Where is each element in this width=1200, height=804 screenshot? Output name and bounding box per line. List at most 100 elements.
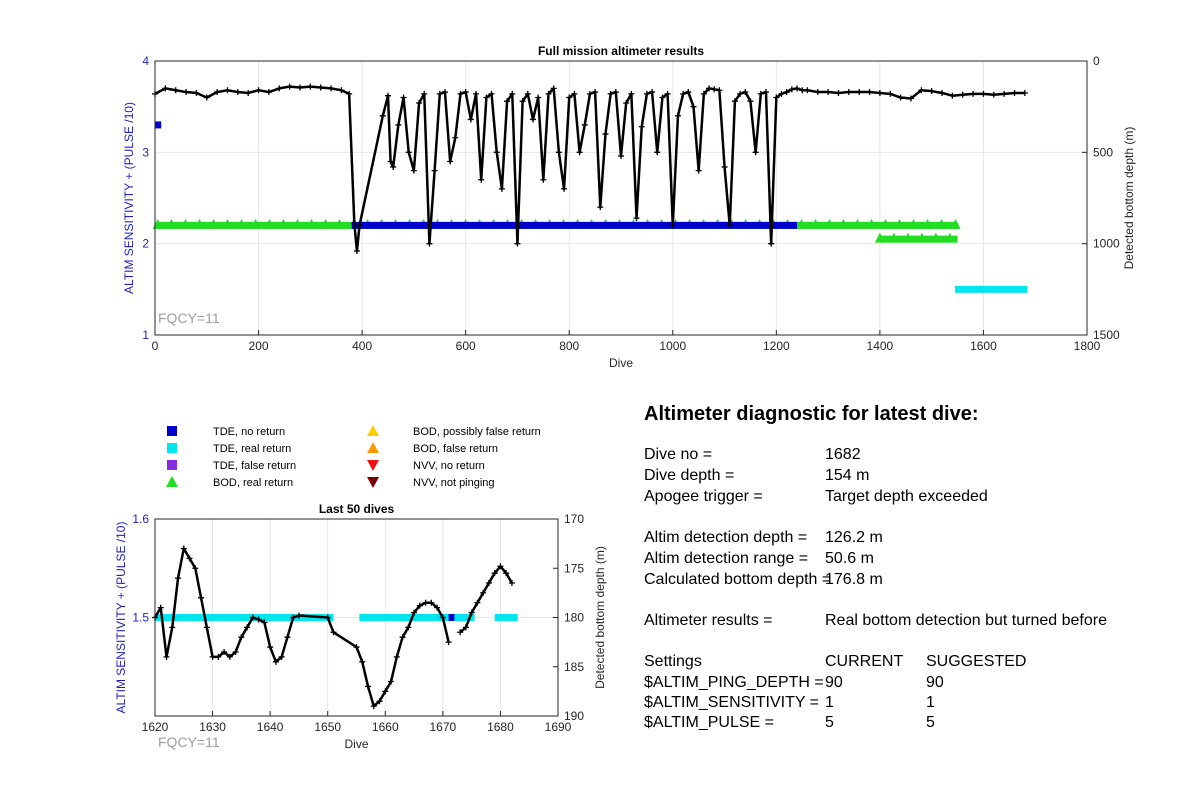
bot-depth-point — [485, 580, 492, 587]
bot-depth-point — [157, 604, 164, 611]
bot-depth-point — [261, 619, 268, 626]
top-depth-point — [555, 149, 562, 156]
top-x-tick-label: 200 — [249, 339, 269, 353]
top-x-tick-label: 0 — [152, 339, 159, 353]
top-depth-point — [545, 90, 552, 97]
top-depth-point — [351, 220, 358, 227]
top-depth-point — [473, 90, 480, 97]
top-settings-band-2 — [351, 221, 798, 229]
bot-y-right-tick-label: 170 — [564, 512, 584, 526]
top-bod-marker — [874, 232, 885, 243]
top-x-tick-label: 1800 — [1074, 339, 1101, 353]
top-depth-point — [939, 89, 946, 96]
setting-suggested: 90 — [926, 674, 944, 691]
top-depth-point — [447, 158, 454, 165]
bot-depth-point — [232, 648, 239, 655]
bot-depth-point — [422, 599, 429, 606]
legend-entry: TDE, false return — [167, 460, 296, 472]
top-depth-point — [346, 90, 353, 97]
setting-current: 1 — [825, 694, 834, 711]
top-depth-point — [338, 87, 345, 94]
top-y-right-axis-label: Detected bottom depth (m) — [1122, 127, 1136, 270]
legend-entry: BOD, possibly false return — [367, 425, 541, 438]
bot-x-tick-label: 1620 — [142, 720, 169, 734]
top-depth-point — [276, 85, 283, 92]
settings-header-suggested: SUGGESTED — [926, 653, 1027, 670]
setting-label: $ALTIM_PULSE = — [644, 714, 774, 731]
top-bod-marker — [894, 218, 905, 229]
bottom-chart: 1620 1630 1640 1650 1660 1670 1680 1690 1.6 1.5 17… — [114, 502, 607, 751]
top-depth-point — [193, 89, 200, 96]
bot-x-tick-label: 1630 — [199, 720, 226, 734]
bot-depth-point — [462, 624, 469, 631]
top-depth-point — [426, 240, 433, 247]
diagnostic-label: Dive depth = — [644, 467, 735, 484]
top-depth-point — [690, 103, 697, 110]
top-bod-marker — [796, 218, 807, 229]
top-depth-point — [654, 149, 661, 156]
top-bod-marker — [810, 218, 821, 229]
top-depth-point — [980, 90, 987, 97]
legend-marker — [367, 460, 379, 471]
bot-x-tick-label: 1640 — [257, 720, 284, 734]
top-depth-point — [586, 90, 593, 97]
bot-depth-point — [278, 653, 285, 660]
bottom-x-axis-label: Dive — [344, 737, 368, 751]
legend-label: BOD, false return — [413, 443, 498, 455]
setting-current: 90 — [825, 674, 843, 691]
legend-label: TDE, false return — [213, 460, 296, 472]
top-depth-point — [529, 116, 536, 123]
top-depth-point — [296, 84, 303, 91]
bot-x-tick-label: 1680 — [487, 720, 514, 734]
top-y-axis-label: ALTIM SENSITIVITY + (PULSE /10) — [122, 102, 136, 294]
bot-depth-point — [457, 629, 464, 636]
diagnostic-value: 154 m — [825, 467, 870, 484]
top-bod-marker — [264, 218, 275, 229]
top-depth-point — [866, 89, 873, 96]
bot-depth-point — [439, 614, 446, 621]
top-depth-point — [488, 90, 495, 97]
bot-depth-point — [416, 602, 423, 609]
top-depth-point — [1011, 89, 1018, 96]
top-depth-point — [328, 85, 335, 92]
top-depth-point — [731, 98, 738, 105]
top-bod-marker — [902, 232, 913, 243]
bottom-depth-series — [152, 545, 515, 710]
top-depth-point — [970, 90, 977, 97]
top-depth-point — [711, 86, 718, 93]
top-depth-point — [959, 91, 966, 98]
legend-marker — [167, 443, 177, 453]
top-bod-marker — [950, 218, 961, 229]
bot-depth-point — [249, 614, 256, 621]
bot-depth-point — [376, 698, 383, 705]
legend-entry: TDE, real return — [167, 443, 291, 455]
top-y-tick-label: 1 — [142, 328, 149, 342]
bot-depth-point — [365, 683, 372, 690]
top-depth-point — [467, 116, 474, 123]
top-depth-point — [483, 94, 490, 101]
legend-label: BOD, possibly false return — [413, 426, 541, 438]
bot-y-right-tick-label: 185 — [564, 660, 584, 674]
legend-marker — [367, 442, 379, 453]
top-depth-point — [762, 89, 769, 96]
bot-depth-point — [405, 624, 412, 631]
top-depth-point — [286, 83, 293, 90]
top-bod-marker — [194, 218, 205, 229]
bot-y-right-tick-label: 190 — [564, 709, 584, 723]
top-depth-point — [550, 85, 557, 92]
bottom-y-right-axis-label: Detected bottom depth (m) — [593, 546, 607, 689]
bot-depth-point — [180, 545, 187, 552]
legend-label: BOD, real return — [213, 477, 293, 489]
top-depth-point — [514, 240, 521, 247]
top-depth-point — [887, 90, 894, 97]
top-settings-band-0 — [155, 121, 162, 129]
top-depth-point — [395, 121, 402, 128]
top-depth-point — [612, 89, 619, 96]
top-depth-point — [524, 90, 531, 97]
bot-depth-point — [267, 644, 274, 651]
legend-label: TDE, no return — [213, 426, 285, 438]
diagnostic-label: Dive no = — [644, 446, 713, 463]
top-depth-point — [307, 83, 314, 90]
top-depth-point — [783, 89, 790, 96]
